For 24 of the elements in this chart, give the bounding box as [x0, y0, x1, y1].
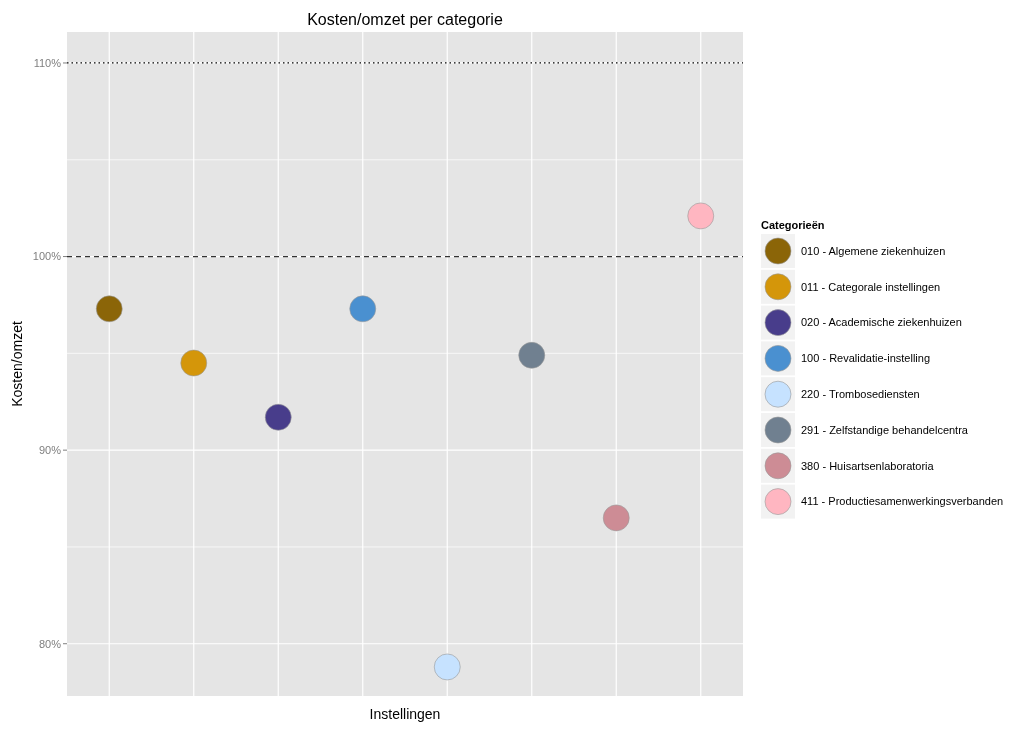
- y-tick-label: 100%: [32, 250, 62, 263]
- y-tick-label: 110%: [33, 56, 62, 69]
- legend-label: 291 - Zelfstandige behandelcentra: [801, 423, 969, 436]
- legend-label: 380 - Huisartsenlaboratoria: [801, 459, 935, 472]
- point: [95, 295, 123, 323]
- point: [687, 202, 715, 230]
- y-tick-label: 90%: [38, 444, 62, 456]
- legend-label: 220 - Trombosediensten: [801, 388, 920, 401]
- point: [180, 349, 208, 377]
- x-axis-title: Instellingen: [369, 706, 441, 722]
- point: [518, 341, 546, 369]
- y-axis-title: Kosten/omzet: [9, 321, 25, 407]
- legend-label: 020 - Academische ziekenhuizen: [801, 316, 962, 329]
- legend-label: 010 - Algemene ziekenhuizen: [801, 244, 946, 257]
- chart-title: Kosten/omzet per categorie: [307, 11, 503, 28]
- legend-title: Categorieën: [761, 219, 825, 231]
- point: [264, 403, 292, 431]
- point: [349, 295, 377, 323]
- legend-label: 011 - Categorale instellingen: [801, 280, 941, 293]
- legend-label: 411 - Productiesamenwerkingsverbanden: [801, 495, 1004, 508]
- legend-label: 100 - Revalidatie-instelling: [801, 352, 931, 365]
- point: [433, 653, 461, 681]
- point: [602, 504, 630, 532]
- y-tick-label: 80%: [38, 637, 62, 650]
